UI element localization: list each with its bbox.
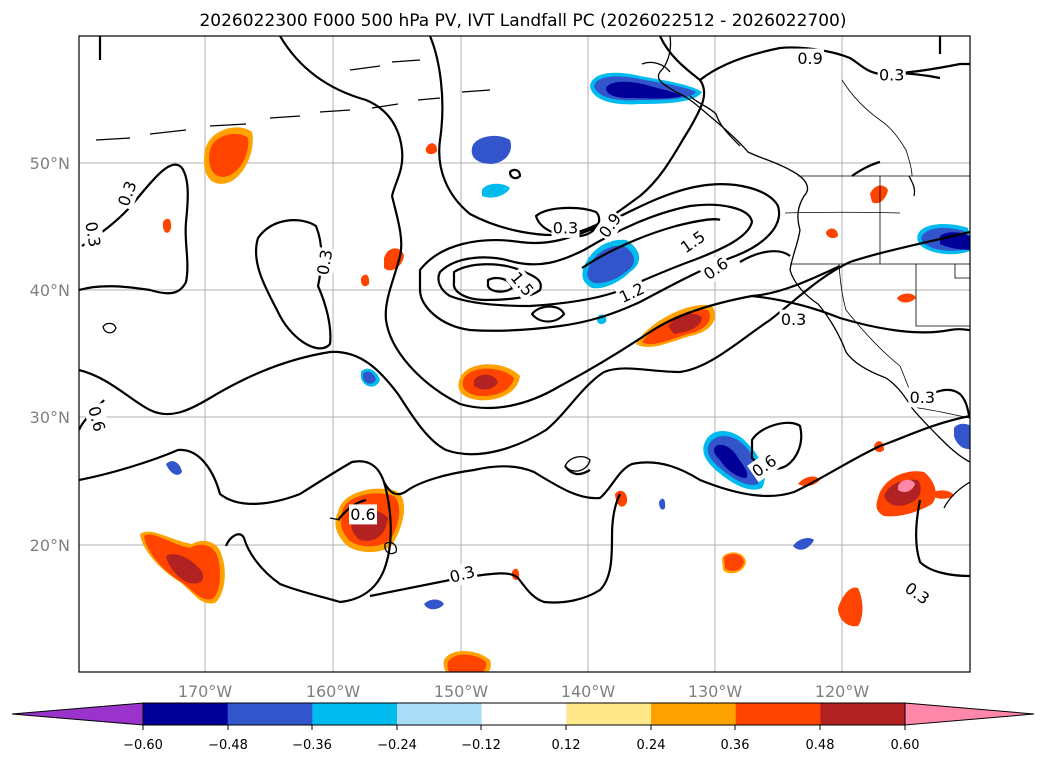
positive-pv-anomalies [140,127,954,672]
coastlines [95,36,970,555]
colorbar-tick-labels: −0.60 −0.48 −0.36 −0.24 −0.12 0.12 0.24 … [123,738,919,753]
lon-label-120w: 120°W [815,682,870,701]
lon-label-160w: 160°W [306,682,361,701]
contour-label: 0.3 [312,246,338,278]
contour-label: 0.3 [551,217,580,238]
colorbar-label: −0.24 [377,738,417,753]
negative-pv-anomalies [166,72,970,610]
colorbar-label: −0.60 [123,738,163,753]
lat-label-50n: 50°N [30,154,70,173]
colorbar-segment [735,703,821,725]
contour-label: 0.9 [796,48,825,69]
colorbar-ticks [142,725,906,730]
colorbar-label: −0.48 [208,738,248,753]
contour-label-gap [83,402,110,436]
colorbar-segments [12,703,1034,725]
longitude-labels: 170°W 160°W 150°W 140°W 130°W 120°W [178,682,870,701]
contour-label-text: 0.9 [797,49,822,68]
contour-label: 0.3 [908,387,937,408]
contour-label-gap [593,208,627,243]
contour-label-gap [312,246,338,278]
colorbar-max-extend-outline [904,702,1035,726]
colorbar-segment [566,703,652,725]
lon-label-170w: 170°W [178,682,233,701]
lat-label-40n: 40°N [30,281,70,300]
colorbar: −0.60 −0.48 −0.36 −0.24 −0.12 0.12 0.24 … [11,702,1035,753]
colorbar-segment [651,703,737,725]
contour-label-gap [113,177,142,211]
contour-label-gap [80,218,106,250]
graticule [79,36,970,672]
colorbar-label: 0.36 [721,738,750,753]
colorbar-segment [227,703,313,725]
contour-label-gap [505,266,539,302]
contour-label: 1.2 [614,277,649,308]
contour-label-text: 0.6 [350,505,375,524]
colorbar-segment [820,703,906,725]
contour-label-gap [796,48,825,69]
colorbar-extend-max [905,703,1034,725]
colorbar-segment [312,703,398,725]
lat-label-30n: 30°N [30,408,70,427]
contour-label: 0.3 [80,218,106,250]
colorbar-extend-min [12,703,143,725]
lon-label-140w: 140°W [561,682,616,701]
contour-label-gap [614,277,649,308]
contour-label-gap [899,577,935,610]
contour-label-text: 0.3 [81,220,104,248]
lon-label-150w: 150°W [434,682,489,701]
contour-label: 0.3 [779,309,808,330]
contour-label: 0.6 [349,504,377,525]
map-title: 2026022300 F000 500 hPa PV, IVT Landfall… [199,11,846,31]
contour-label-gap [908,387,937,408]
pv-contours [79,36,970,604]
colorbar-label: 0.60 [891,738,920,753]
map-frame [78,35,971,673]
colorbar-label: 0.12 [552,738,581,753]
colorbar-label: 0.48 [806,738,835,753]
lat-label-20n: 20°N [30,536,70,555]
lon-label-130w: 130°W [688,682,743,701]
contour-label: 0.3 [877,65,906,86]
latitude-labels: 50°N 40°N 30°N 20°N [30,154,70,555]
colorbar-segment [143,703,229,725]
contour-label-text: 0.3 [879,66,904,85]
colorbar-segment [481,703,567,725]
contour-label-text: 0.3 [910,388,935,407]
contour-label-gap [779,309,808,330]
contour-label-gap [698,252,734,285]
contour-label-gap [747,449,782,483]
contour-label-gap [675,225,711,259]
map-panel: 0.90.30.30.30.30.3 0.91.50.61.5 1.20.30.30… [78,35,971,673]
colorbar-label: −0.12 [461,738,501,753]
colorbar-segment [397,703,483,725]
contour-label-gap [446,561,479,588]
pv-anomaly-shading [140,72,970,672]
contour-label-text: 0.3 [781,310,806,329]
contour-label-gap [551,217,580,238]
colorbar-label: −0.36 [292,738,332,753]
contour-label-text: 0.3 [313,248,336,276]
contour-label-gap [349,504,377,525]
contour-label-text: 0.3 [553,218,578,237]
colorbar-label: 0.24 [637,738,666,753]
contour-label-gap [877,65,906,86]
